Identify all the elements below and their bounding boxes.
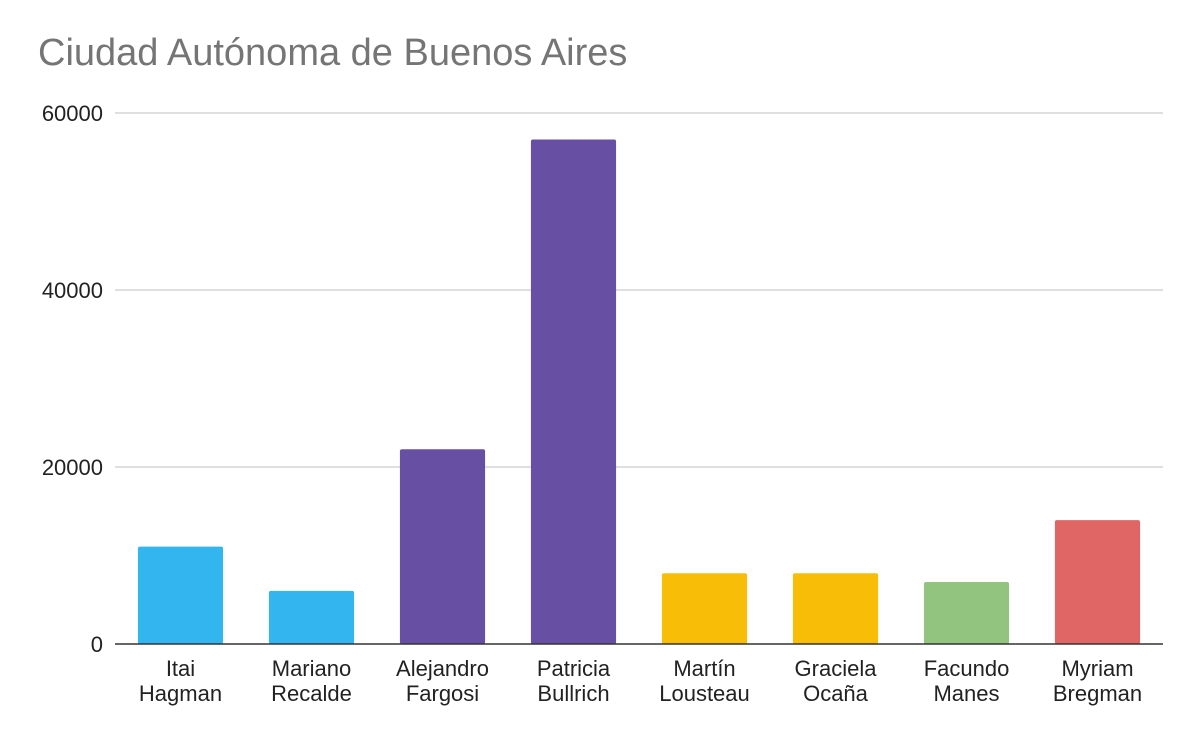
bar [399, 449, 486, 644]
x-tick-label: Graciela Ocaña [795, 656, 878, 706]
x-tick-label: Mariano Recalde [271, 656, 352, 706]
bar [792, 573, 879, 644]
bar [137, 546, 224, 644]
bar [530, 139, 617, 645]
x-tick-label: Martín Lousteau [659, 656, 750, 706]
y-tick-label: 0 [91, 632, 103, 657]
y-tick-label: 40000 [42, 278, 103, 303]
x-tick-label: Facundo Manes [924, 656, 1010, 706]
bar [1054, 520, 1141, 644]
x-tick-label: Patricia Bullrich [537, 656, 611, 706]
bar [923, 582, 1010, 644]
chart-title: Ciudad Autónoma de Buenos Aires [38, 32, 628, 74]
bar [268, 590, 355, 644]
x-tick-label: Myriam Bregman [1053, 656, 1142, 706]
y-tick-label: 20000 [42, 455, 103, 480]
x-tick-label: Itai Hagman [139, 656, 222, 706]
y-tick-label: 60000 [42, 101, 103, 126]
x-tick-label: Alejandro Fargosi [396, 656, 489, 706]
bar [661, 573, 748, 644]
